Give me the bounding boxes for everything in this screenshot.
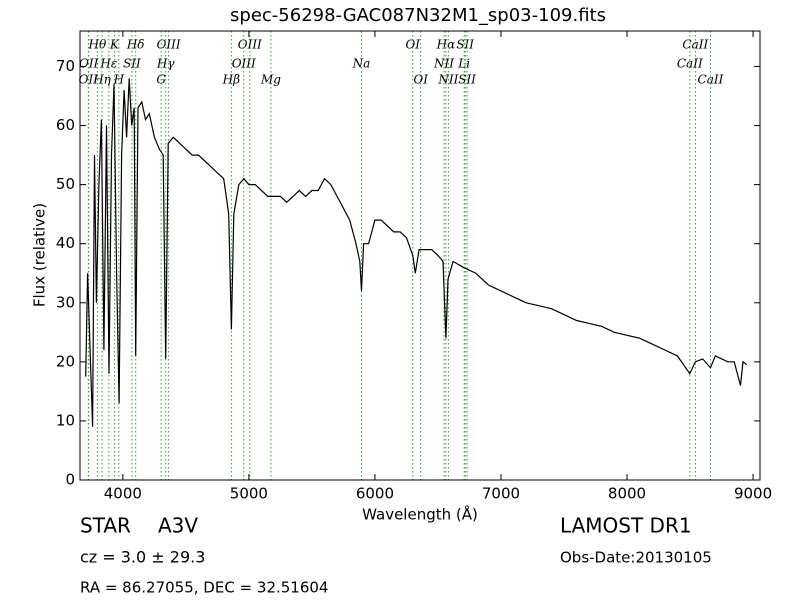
- plot-frame: [79, 30, 761, 481]
- spectral-line-label: CaII: [677, 57, 703, 71]
- spectral-line-label: OII: [79, 57, 99, 71]
- spectral-line-label: SII: [458, 73, 476, 87]
- survey: LAMOST DR1: [560, 514, 692, 538]
- spectral-line-label: Mg: [260, 73, 281, 87]
- y-tick-label: 20: [56, 352, 75, 370]
- y-tick-label: 10: [56, 411, 75, 429]
- spectral-line-label: OI: [413, 73, 428, 87]
- x-tick-label: 8000: [608, 485, 646, 503]
- chart-title: spec-56298-GAC087N32M1_sp03-109.fits: [230, 5, 606, 26]
- spectral-line-label: Hθ: [88, 38, 107, 52]
- spectrum: [85, 78, 748, 427]
- spectral-line-label: Li: [457, 57, 470, 71]
- y-tick-label: 0: [65, 471, 75, 489]
- spectral-line-label: Hη: [92, 73, 111, 87]
- x-tick-label: 5000: [230, 485, 268, 503]
- spectral-line-label: Hγ: [156, 57, 175, 71]
- spectral-line-label: Hα: [436, 38, 456, 52]
- spectral-line-label: NII: [437, 73, 458, 87]
- x-tick-label: 7000: [482, 485, 520, 503]
- x-tick-label: 4000: [104, 485, 142, 503]
- redshift: cz = 3.0 ± 29.3: [80, 548, 205, 567]
- spectral-line-label: G: [156, 73, 166, 87]
- spectral-line-label: Na: [352, 57, 371, 71]
- x-axis-label: Wavelength (Å): [362, 505, 478, 524]
- spectral-line-label: K: [109, 38, 120, 52]
- spectral-line-label: CaII: [682, 38, 708, 52]
- obs-date: Obs-Date:20130105: [560, 549, 712, 567]
- y-tick-label: 30: [56, 293, 75, 311]
- spectral-line-label: NII: [433, 57, 454, 71]
- spectral-line-label: OI: [405, 38, 420, 52]
- coordinates: RA = 86.27055, DEC = 32.51604: [80, 579, 328, 597]
- spectral-line-label: OII: [79, 73, 99, 87]
- spectral-line-label: H: [113, 73, 125, 87]
- y-tick-label: 50: [56, 175, 75, 193]
- x-tick-label: 6000: [356, 485, 394, 503]
- spectral-line-label: SII: [456, 38, 474, 52]
- spectral-line-label: CaII: [698, 73, 724, 87]
- spectral-line-label: Hβ: [222, 73, 240, 87]
- spectral-line-label: OIII: [232, 57, 256, 71]
- spectral-line-label: SII: [123, 57, 141, 71]
- y-tick-label: 40: [56, 234, 75, 252]
- subclass: A3V: [158, 514, 198, 538]
- y-axis-label: Flux (relative): [31, 203, 49, 307]
- spectral-line-label: Hε: [99, 57, 117, 71]
- object-class: STAR: [80, 514, 131, 538]
- y-tick-label: 70: [56, 57, 75, 75]
- y-tick-label: 60: [56, 116, 75, 134]
- spectral-line-label: Hδ: [126, 38, 145, 52]
- spectral-line-label: OIII: [238, 38, 262, 52]
- spectral-line-label: OIII: [157, 38, 181, 52]
- x-tick-label: 9000: [734, 485, 772, 503]
